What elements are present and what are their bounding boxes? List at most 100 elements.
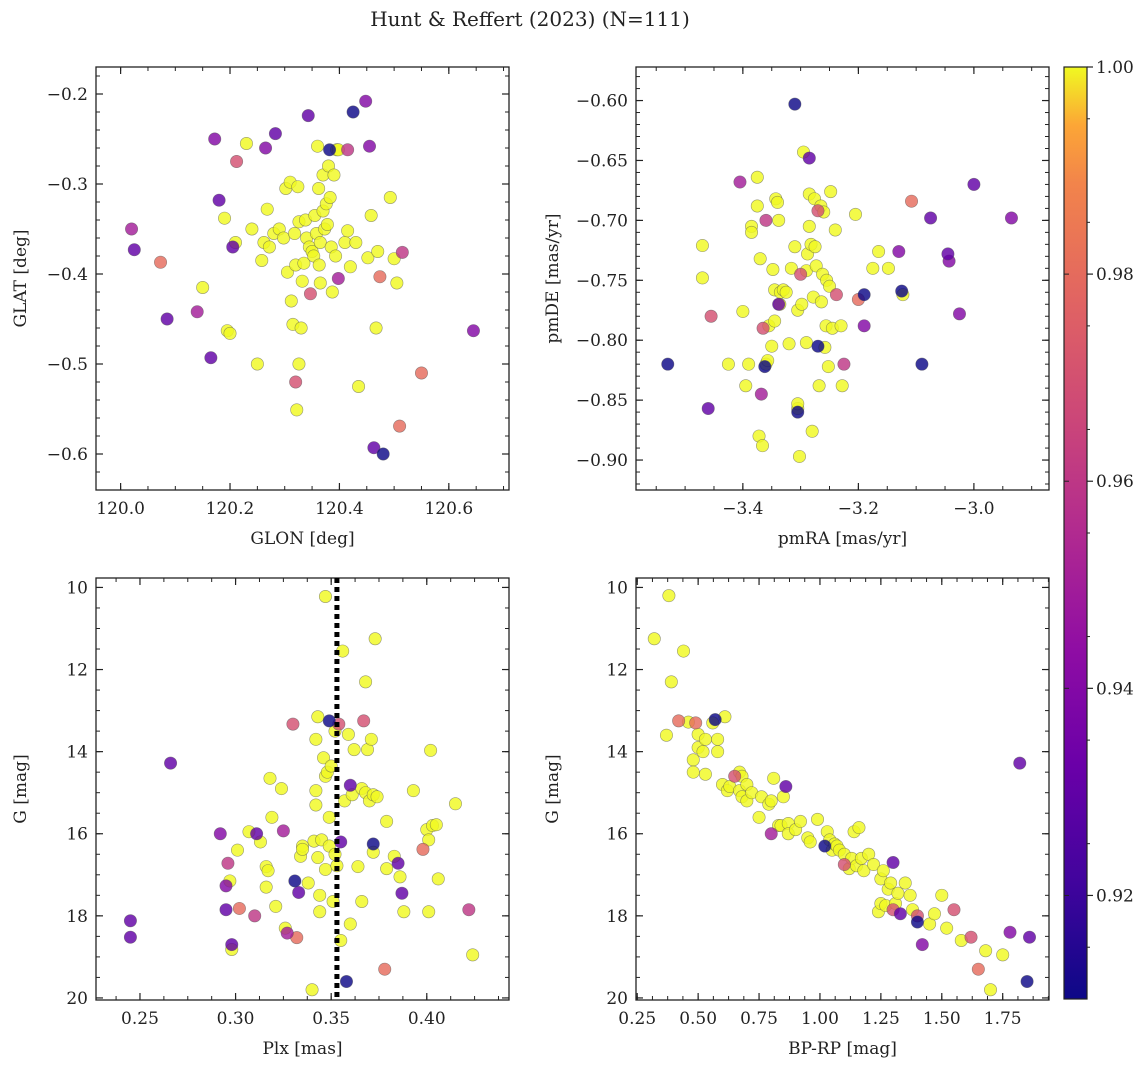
data-point [313,236,327,250]
data-point [397,905,411,919]
data-point [248,909,262,923]
data-point [828,223,842,237]
data-point [721,357,735,371]
data-point [347,743,361,757]
data-point [301,876,315,890]
y-tick-label: −0.5 [47,355,88,375]
y-tick-label: −0.80 [576,331,628,351]
panel-1: 120.0 120.2 120.4 120.6 −0.6 −0.5 −0.4 −0.3 −0.2… [11,66,510,549]
data-point [711,732,725,746]
data-point [698,732,712,746]
data-point [371,245,385,259]
data-point [752,810,766,824]
x-axis-label: GLON [deg] [250,529,354,549]
data-point [414,366,428,380]
data-point [793,814,807,828]
data-point [664,675,678,689]
data-point [320,218,334,232]
data-point [689,716,703,730]
data-point [223,326,237,340]
data-point [250,357,264,371]
data-point [779,780,793,794]
x-axis-label: Plx [mas] [262,1039,342,1059]
data-point [219,903,233,917]
data-point [288,227,302,241]
data-point [979,944,993,958]
colorbar-tick-label: 0.96 [1096,472,1134,492]
data-point [280,926,294,940]
data-point [260,202,274,216]
data-point [123,914,137,928]
data-point [704,309,718,323]
data-point [239,137,253,151]
data-point [866,261,880,275]
data-point [422,833,436,847]
panel-2: −3.4 −3.2 −3.0 −0.90 −0.85 −0.80 −0.75 −0.70 −0.… [543,66,1050,549]
data-point [123,930,137,944]
data-point [277,231,291,245]
y-tick-label: −0.85 [576,391,628,411]
data-point [212,193,226,207]
x-tick-label: −3.2 [838,499,879,519]
x-tick-label: 0.75 [740,1009,778,1029]
data-point [312,182,326,196]
y-tick-label: 12 [66,661,88,681]
data-point [736,304,750,318]
data-point [378,962,392,976]
data-point [351,860,365,874]
y-tick-label: 18 [606,907,628,927]
data-point [811,204,825,218]
data-point [313,905,327,919]
data-point [406,784,420,798]
data-point [318,589,332,603]
data-point [659,728,673,742]
data-point [125,222,139,236]
data-point [915,938,929,952]
y-tick-label: −0.3 [47,175,88,195]
data-point [230,843,244,857]
data-point [448,797,462,811]
data-point [733,175,747,189]
data-point [322,714,336,728]
data-point [895,284,909,298]
data-point [390,276,404,290]
data-point [303,287,317,301]
data-point [311,851,325,865]
data-point [996,948,1010,962]
data-point [848,207,862,221]
data-point [343,778,357,792]
data-point [364,732,378,746]
colorbar-tick-label: 1.00 [1096,58,1134,78]
data-point [967,177,981,191]
data-point [905,194,919,208]
data-point [802,219,816,233]
data-point [881,261,895,275]
y-tick-label: 14 [66,743,88,763]
data-point [294,321,308,335]
data-point [367,441,381,455]
data-point [753,252,767,266]
data-point [291,180,305,194]
data-point [857,288,871,302]
data-point [218,211,232,225]
data-point [662,589,676,603]
data-point [341,224,355,238]
data-point [952,307,966,321]
colorbar-tick-label: 0.92 [1096,886,1134,906]
data-point [764,794,778,808]
panel-3: 0.25 0.30 0.35 0.40 10 12 14 16 18 20 Plx [mas] G [… [11,577,510,1059]
data-point [361,251,375,265]
y-tick-label: 20 [606,989,628,1009]
data-point [359,675,373,689]
data-point [265,810,279,824]
data-point [964,930,978,944]
data-point [341,143,355,157]
data-point [322,810,336,824]
y-tick-label: −0.65 [576,151,628,171]
data-point [429,818,443,832]
figure-title: Hunt & Reffert (2023) (N=111) [370,7,690,31]
data-point [759,213,773,227]
data-point [768,314,782,328]
data-point [821,360,835,374]
data-point [728,769,742,783]
